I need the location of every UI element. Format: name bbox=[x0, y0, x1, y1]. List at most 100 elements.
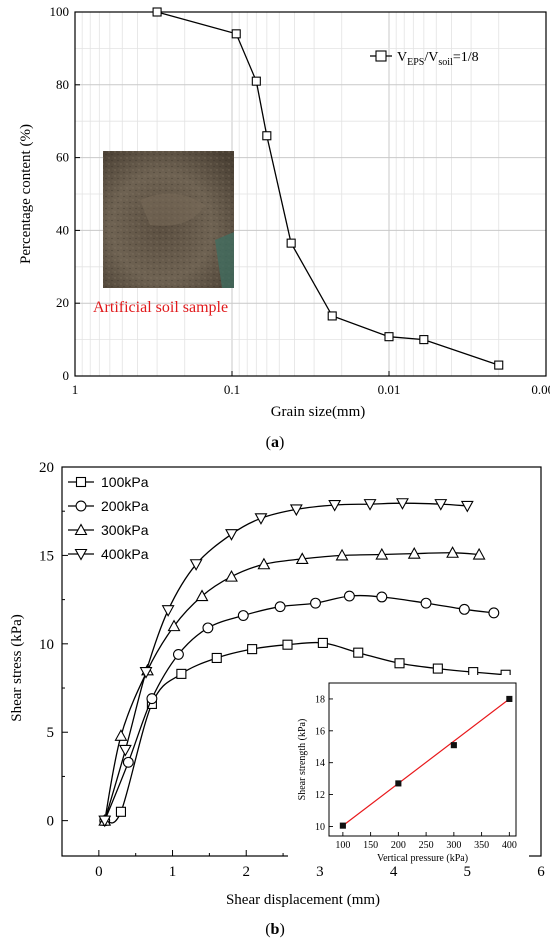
data-point bbox=[257, 557, 271, 570]
y-tick-label: 15 bbox=[39, 548, 54, 564]
data-point bbox=[420, 597, 432, 609]
inset-x-tick-label: 350 bbox=[474, 840, 489, 851]
data-point bbox=[118, 744, 132, 757]
y-tick-label: 20 bbox=[39, 460, 54, 476]
inset-x-tick-label: 300 bbox=[446, 840, 461, 851]
data-point bbox=[286, 238, 296, 248]
y-tick-label: 20 bbox=[56, 295, 69, 310]
data-point bbox=[247, 644, 258, 655]
panel-a-legend: VEPS/Vsoil=1/8 bbox=[370, 50, 479, 68]
inset-x-tick-label: 250 bbox=[419, 840, 434, 851]
y-tick-label: 10 bbox=[39, 637, 54, 653]
inset-ylabel: Shear strength (kPa) bbox=[297, 719, 308, 801]
panel-a-ylabel: Percentage content (%) bbox=[18, 124, 34, 264]
panel-a-tick-labels: 1 0.1 0.01 0.001 0 20 40 60 80 100 bbox=[50, 4, 550, 397]
x-tick-label: 0.1 bbox=[224, 382, 240, 397]
legend-label: 400kPa bbox=[101, 546, 149, 562]
y-tick-label: 5 bbox=[47, 725, 55, 741]
data-point bbox=[254, 513, 268, 525]
x-tick-label: 2 bbox=[242, 864, 250, 880]
soil-photo-label: Artificial soil sample bbox=[93, 299, 228, 316]
data-point bbox=[202, 622, 214, 634]
data-point bbox=[446, 546, 459, 558]
inset-y-tick-label: 10 bbox=[315, 822, 325, 833]
inset-x-tick-label: 200 bbox=[391, 840, 406, 851]
data-point bbox=[211, 652, 222, 664]
y-tick-label: 60 bbox=[56, 150, 69, 165]
data-point bbox=[494, 360, 504, 370]
data-point bbox=[335, 548, 349, 561]
inset-data-point bbox=[395, 780, 402, 787]
data-point bbox=[375, 547, 389, 560]
data-point bbox=[139, 667, 153, 679]
inset-data-point bbox=[506, 695, 513, 702]
panel-b-series bbox=[98, 498, 511, 828]
inset-x-tick-label: 100 bbox=[335, 840, 350, 851]
inset-x-tick-label: 400 bbox=[502, 840, 517, 851]
data-point bbox=[419, 335, 429, 345]
y-tick-label: 0 bbox=[63, 368, 70, 383]
inset-data-point bbox=[450, 742, 457, 749]
x-tick-label: 0 bbox=[95, 864, 103, 880]
data-point bbox=[172, 648, 184, 660]
x-tick-label: 0.01 bbox=[378, 382, 401, 397]
inset-frame bbox=[328, 682, 517, 837]
panel-b-xlabel: Shear displacement (mm) bbox=[226, 892, 380, 908]
x-tick-label: 0.001 bbox=[531, 382, 550, 397]
data-point bbox=[274, 601, 286, 613]
panel-a-axes bbox=[74, 11, 547, 377]
data-point bbox=[460, 500, 474, 513]
panel-b-ylabel: Shear stress (kPa) bbox=[9, 614, 25, 721]
data-point bbox=[146, 693, 158, 705]
data-point bbox=[167, 619, 181, 632]
data-point bbox=[122, 756, 134, 768]
data-point bbox=[458, 603, 470, 615]
inset-x-tick-label: 150 bbox=[363, 840, 378, 851]
y-tick-label: 40 bbox=[56, 222, 69, 237]
panel-a-caption: (a) bbox=[266, 434, 285, 451]
x-tick-label: 1 bbox=[72, 382, 79, 397]
y-tick-label: 0 bbox=[47, 814, 55, 830]
data-point bbox=[282, 639, 293, 650]
soil-sample-photo bbox=[103, 151, 234, 288]
data-point bbox=[225, 529, 238, 541]
panel-a-series bbox=[152, 7, 504, 370]
data-point bbox=[98, 815, 112, 828]
x-tick-label: 5 bbox=[464, 864, 472, 880]
data-point bbox=[176, 668, 187, 679]
legend-marker bbox=[75, 476, 87, 488]
data-point bbox=[251, 76, 261, 86]
data-point bbox=[195, 589, 209, 602]
data-point bbox=[488, 607, 500, 619]
data-point bbox=[472, 547, 486, 560]
legend-marker bbox=[74, 523, 88, 536]
legend-marker bbox=[75, 500, 87, 512]
data-point bbox=[396, 498, 409, 510]
legend-label: 200kPa bbox=[101, 498, 149, 514]
data-point bbox=[289, 504, 303, 517]
panel-b-legend: 100kPa 200kPa 300kPa 400kPa bbox=[68, 474, 149, 562]
data-point bbox=[363, 499, 377, 511]
data-point bbox=[225, 569, 238, 582]
y-tick-label: 80 bbox=[56, 77, 69, 92]
data-point bbox=[353, 647, 364, 658]
data-point bbox=[114, 729, 128, 741]
data-point bbox=[328, 499, 342, 512]
data-point bbox=[434, 499, 448, 511]
data-point bbox=[310, 597, 321, 609]
panel-b-inset-chart: 100 150 200 250 300 350 400 10 12 14 16 18 Vertical … bbox=[288, 675, 529, 864]
data-point bbox=[115, 806, 127, 817]
legend-marker bbox=[74, 548, 88, 561]
legend-label: 300kPa bbox=[101, 522, 149, 538]
data-point bbox=[295, 552, 309, 564]
data-point bbox=[327, 311, 337, 321]
y-tick-label: 100 bbox=[50, 4, 70, 19]
inset-y-tick-label: 14 bbox=[315, 758, 325, 769]
x-tick-label: 3 bbox=[316, 864, 324, 880]
data-point bbox=[189, 559, 203, 571]
data-point bbox=[317, 637, 328, 648]
panel-b-caption: (b) bbox=[265, 921, 285, 938]
panel-a-frame bbox=[74, 11, 547, 377]
